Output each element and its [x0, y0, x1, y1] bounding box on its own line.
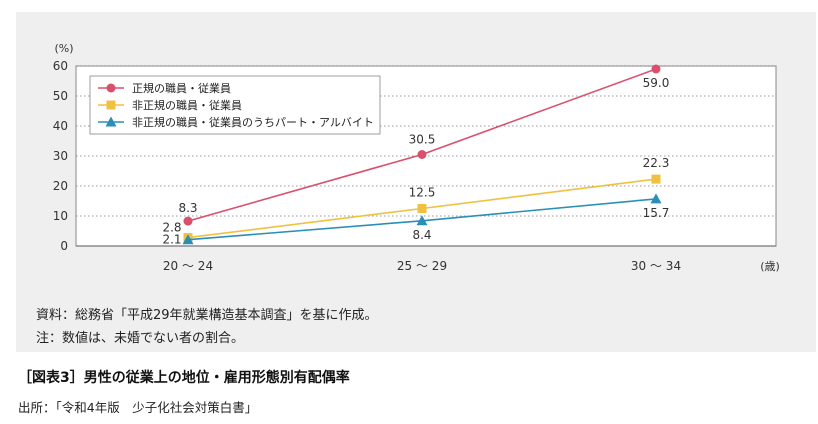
- data-label: 22.3: [643, 156, 670, 170]
- y-tick-label: 0: [60, 239, 68, 253]
- y-tick-label: 10: [53, 209, 68, 223]
- footnote: 注：数値は、未婚でない者の割合。: [36, 331, 245, 346]
- x-axis-label: (歳): [760, 260, 780, 273]
- data-label: 30.5: [409, 133, 436, 147]
- data-point: [651, 174, 661, 184]
- data-point: [106, 83, 116, 93]
- x-tick-label: 25 〜 29: [397, 259, 447, 273]
- data-label: 8.4: [412, 228, 431, 242]
- data-point: [182, 234, 194, 245]
- legend-label: 正規の職員・従業員: [132, 81, 231, 95]
- data-label: 15.7: [643, 206, 670, 220]
- data-point: [416, 215, 428, 226]
- data-label: 12.5: [409, 186, 436, 200]
- y-axis-label: (%): [54, 42, 73, 55]
- data-label: 8.3: [178, 201, 197, 215]
- y-tick-label: 60: [53, 59, 68, 73]
- data-point: [417, 204, 427, 213]
- y-tick-label: 40: [53, 119, 68, 133]
- legend-label: 非正規の職員・従業員のうちパート・アルバイト: [132, 115, 374, 129]
- data-point: [650, 193, 662, 204]
- data-point: [183, 216, 193, 226]
- data-source-note: 資料：総務省「平成29年就業構造基本調査」を基に作成。: [36, 308, 378, 323]
- line-chart: 0 10 20 30 40 50 60 (%) 20 〜 24 25 〜 29 30 〜 34 (歳)…: [53, 42, 780, 273]
- y-tick-label: 30: [53, 149, 68, 163]
- legend-label: 非正規の職員・従業員: [132, 98, 242, 112]
- legend-box: [89, 75, 381, 135]
- data-label: 2.1: [162, 233, 181, 247]
- x-tick-label: 30 〜 34: [631, 259, 681, 273]
- y-tick-label: 20: [53, 179, 68, 193]
- data-point: [651, 64, 661, 74]
- data-point: [105, 116, 117, 127]
- chart-panel: 0 10 20 30 40 50 60 (%) 20 〜 24 25 〜 29 30 〜 34 (歳)…: [16, 12, 816, 352]
- figure-caption: ［図表3］男性の従業上の地位・雇用形態別有配偶率: [18, 370, 350, 386]
- y-tick-label: 50: [53, 89, 68, 103]
- x-tick-label: 20 〜 24: [163, 259, 213, 273]
- data-label: 2.8: [162, 221, 181, 235]
- data-point: [106, 100, 116, 110]
- data-point: [417, 150, 427, 159]
- data-label: 59.0: [643, 76, 670, 90]
- publication-source: 出所：「令和4年版 少子化社会対策白書」: [18, 400, 258, 415]
